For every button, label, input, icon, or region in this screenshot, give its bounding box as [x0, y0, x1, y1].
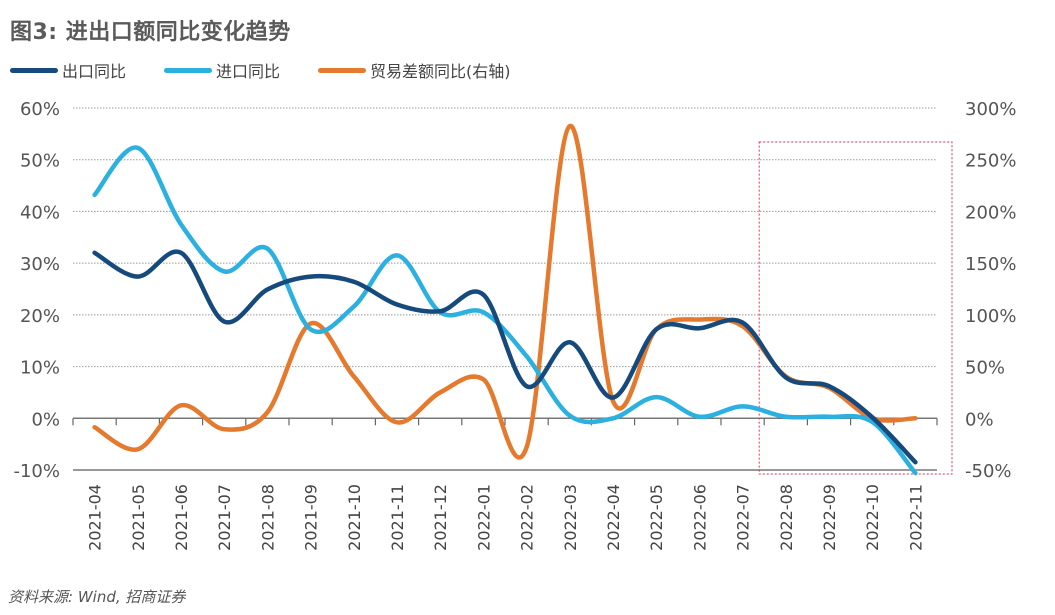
x-axis-label: 2021-09 [302, 484, 321, 551]
x-axis-label: 2021-05 [129, 484, 148, 551]
x-axis-label: 2022-02 [518, 484, 537, 551]
legend-swatch-import [164, 67, 213, 73]
x-axis-label: 2022-03 [561, 484, 580, 551]
legend-item-export: 出口同比 [10, 58, 126, 82]
left-axis-tick-label: 0% [31, 409, 60, 430]
export-yoy-line [92, 249, 918, 465]
x-axis-label: 2021-06 [172, 484, 191, 551]
x-axis-label: 2022-05 [647, 484, 666, 551]
x-axis-label: 2021-07 [215, 484, 234, 551]
x-axis-label: 2021-11 [388, 484, 407, 551]
x-axis-label: 2022-10 [863, 484, 882, 551]
x-axis-label: 2022-04 [604, 484, 623, 551]
legend-swatch-export [10, 67, 58, 73]
x-axis-label: 2022-07 [734, 484, 753, 551]
legend-item-import: 进口同比 [164, 58, 280, 82]
highlight-box [758, 141, 953, 475]
left-axis-tick-label: 30% [20, 254, 60, 275]
legend-swatch-trade-balance [318, 67, 367, 73]
x-axis-label: 2022-09 [820, 484, 839, 551]
right-axis-tick-label: 300% [965, 99, 1016, 120]
legend-label-export: 出口同比 [62, 62, 127, 81]
left-axis-tick-label: 40% [20, 202, 60, 223]
x-axis-label: 2022-01 [474, 484, 493, 551]
left-axis-tick-label: 10% [20, 358, 60, 379]
x-axis-label: 2021-12 [431, 484, 450, 551]
x-axis-label: 2022-06 [690, 484, 709, 551]
chart-title: 图3: 进出口额同比变化趋势 [10, 20, 291, 45]
legend: 出口同比 进口同比 贸易差额同比(右轴) [10, 58, 549, 82]
x-axis-label: 2022-11 [906, 484, 925, 551]
right-axis-tick-label: 250% [965, 151, 1016, 172]
right-axis-tick-label: 0% [965, 409, 994, 430]
legend-item-trade-balance: 贸易差额同比(右轴) [318, 58, 511, 82]
right-axis-tick-label: 50% [965, 358, 1005, 379]
right-axis-tick-label: -50% [965, 461, 1012, 482]
right-axis-tick-label: 200% [965, 202, 1016, 223]
right-axis-tick-label: 150% [965, 254, 1016, 275]
trade-balance-yoy-line [92, 123, 918, 460]
left-axis-tick-label: 20% [20, 306, 60, 327]
x-axis-label: 2022-08 [777, 484, 796, 551]
x-axis-label: 2021-04 [86, 484, 105, 551]
legend-label-import: 进口同比 [216, 62, 281, 81]
left-axis-tick-label: 60% [20, 99, 60, 120]
source-note: 资料来源: Wind, 招商证券 [8, 588, 186, 606]
x-axis-label: 2021-10 [345, 484, 364, 551]
left-axis-tick-label: -10% [13, 461, 60, 482]
left-axis-tick-label: 50% [20, 151, 60, 172]
legend-label-trade-balance: 贸易差额同比(右轴) [370, 62, 511, 81]
x-axis-label: 2021-08 [258, 484, 277, 551]
right-axis-tick-label: 100% [965, 306, 1016, 327]
